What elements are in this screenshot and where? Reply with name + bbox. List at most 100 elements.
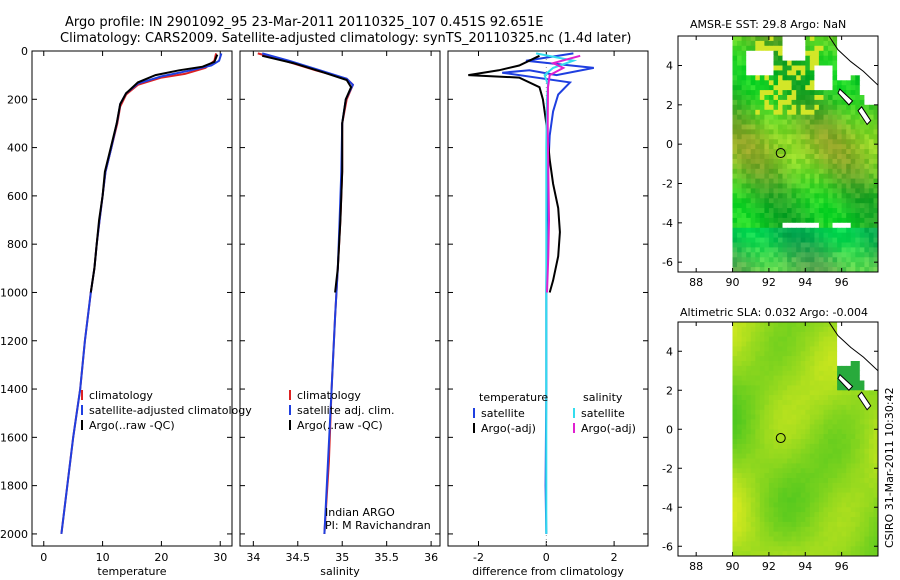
map-cell: [805, 326, 811, 333]
map-cell: [755, 351, 761, 357]
map-cell: [746, 482, 752, 489]
map-cell: [859, 237, 865, 244]
map-cell: [873, 322, 878, 328]
map-cell: [750, 497, 756, 503]
map-cell: [800, 443, 806, 450]
map-cell: [850, 134, 856, 140]
map-cell: [818, 375, 824, 382]
map-cell: [782, 139, 788, 145]
map-cell: [800, 217, 806, 224]
map-cell: [837, 346, 843, 352]
map-cell: [791, 36, 797, 42]
map-cell: [809, 463, 815, 469]
map-cell: [737, 144, 743, 150]
map-cell: [823, 257, 829, 263]
map-cell: [732, 453, 738, 460]
map-cell: [873, 487, 878, 494]
map-cell: [832, 521, 838, 528]
map-cell: [855, 139, 861, 145]
map-cell: [787, 203, 793, 209]
map-cell: [796, 149, 802, 155]
map-cell: [846, 443, 852, 450]
map-cell: [778, 65, 784, 71]
map-cell: [841, 144, 847, 150]
profile-annotation-line1: Indian ARGO: [325, 506, 395, 519]
map-cell: [759, 198, 765, 204]
map-cell: [759, 536, 765, 542]
map-cell: [741, 183, 747, 189]
map-cell: [855, 473, 861, 479]
map-cell: [809, 149, 815, 155]
map-cell: [855, 546, 861, 552]
map-cell: [741, 419, 747, 425]
map-cell: [837, 473, 843, 479]
map-cell: [850, 222, 856, 229]
map-cell: [809, 517, 815, 523]
map-cell: [782, 144, 788, 150]
map-cell: [791, 487, 797, 494]
map-cell: [755, 536, 761, 542]
map-cell: [805, 198, 811, 204]
map-cell: [750, 395, 756, 401]
map-cell: [818, 134, 824, 140]
map-cell: [800, 80, 806, 86]
map-cell: [750, 267, 756, 272]
map-cell: [805, 252, 811, 258]
map-cell: [782, 65, 788, 71]
map-cell: [805, 232, 811, 239]
map-cell: [791, 70, 797, 76]
map-cell: [764, 463, 770, 469]
map-cell: [832, 247, 838, 253]
map-cell: [868, 507, 874, 513]
map-cell: [814, 36, 820, 42]
map-cell: [868, 163, 874, 170]
map-cell: [768, 217, 774, 224]
map-cell: [846, 365, 852, 372]
map-cell: [809, 473, 815, 479]
map-cell: [741, 90, 747, 96]
map-cell: [791, 395, 797, 401]
map-cell: [805, 80, 811, 86]
map-cell: [814, 129, 820, 135]
map-cell: [773, 257, 779, 263]
map-cell: [782, 463, 788, 469]
map-cell: [818, 203, 824, 209]
map-cell: [778, 124, 784, 130]
map-cell: [805, 400, 811, 406]
map-cell: [737, 434, 743, 440]
map-cell: [841, 50, 847, 57]
map-cell: [800, 213, 806, 219]
map-cell: [768, 365, 774, 372]
map-cell: [805, 322, 811, 328]
map-cell: [764, 55, 770, 62]
map-cell: [800, 60, 806, 67]
map-cell: [787, 546, 793, 552]
map-cell: [855, 536, 861, 542]
map-cell: [768, 257, 774, 263]
map-cell: [741, 139, 747, 145]
map-cell: [737, 60, 743, 67]
map-cell: [809, 217, 815, 224]
map-cell: [764, 502, 770, 508]
map-cell: [837, 365, 843, 372]
map-cell: [796, 134, 802, 140]
map-cell: [864, 65, 870, 71]
map-cell: [768, 458, 774, 464]
map-cell: [828, 551, 834, 556]
y-tick-label: 200: [7, 93, 28, 106]
map-cell: [818, 502, 824, 508]
map-cell: [814, 502, 820, 508]
map-cell: [828, 390, 834, 396]
map-cell: [846, 198, 852, 204]
map-cell: [778, 163, 784, 170]
map-cell: [796, 60, 802, 67]
map-cell: [855, 482, 861, 489]
map-cell: [832, 365, 838, 372]
map-cell: [746, 158, 752, 165]
map-cell: [791, 546, 797, 552]
map-cell: [746, 50, 752, 57]
map-cell: [832, 217, 838, 224]
map-cell: [732, 414, 738, 421]
map-cell: [741, 168, 747, 175]
